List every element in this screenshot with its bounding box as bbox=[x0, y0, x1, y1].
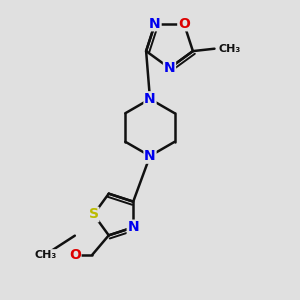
Text: N: N bbox=[128, 220, 139, 234]
Text: N: N bbox=[144, 149, 156, 163]
Text: N: N bbox=[144, 92, 156, 106]
Text: N: N bbox=[164, 61, 175, 75]
Text: CH₃: CH₃ bbox=[219, 44, 241, 54]
Text: N: N bbox=[149, 16, 161, 31]
Text: CH₃: CH₃ bbox=[34, 250, 57, 260]
Text: S: S bbox=[88, 208, 99, 221]
Text: O: O bbox=[178, 16, 190, 31]
Text: O: O bbox=[69, 248, 81, 262]
